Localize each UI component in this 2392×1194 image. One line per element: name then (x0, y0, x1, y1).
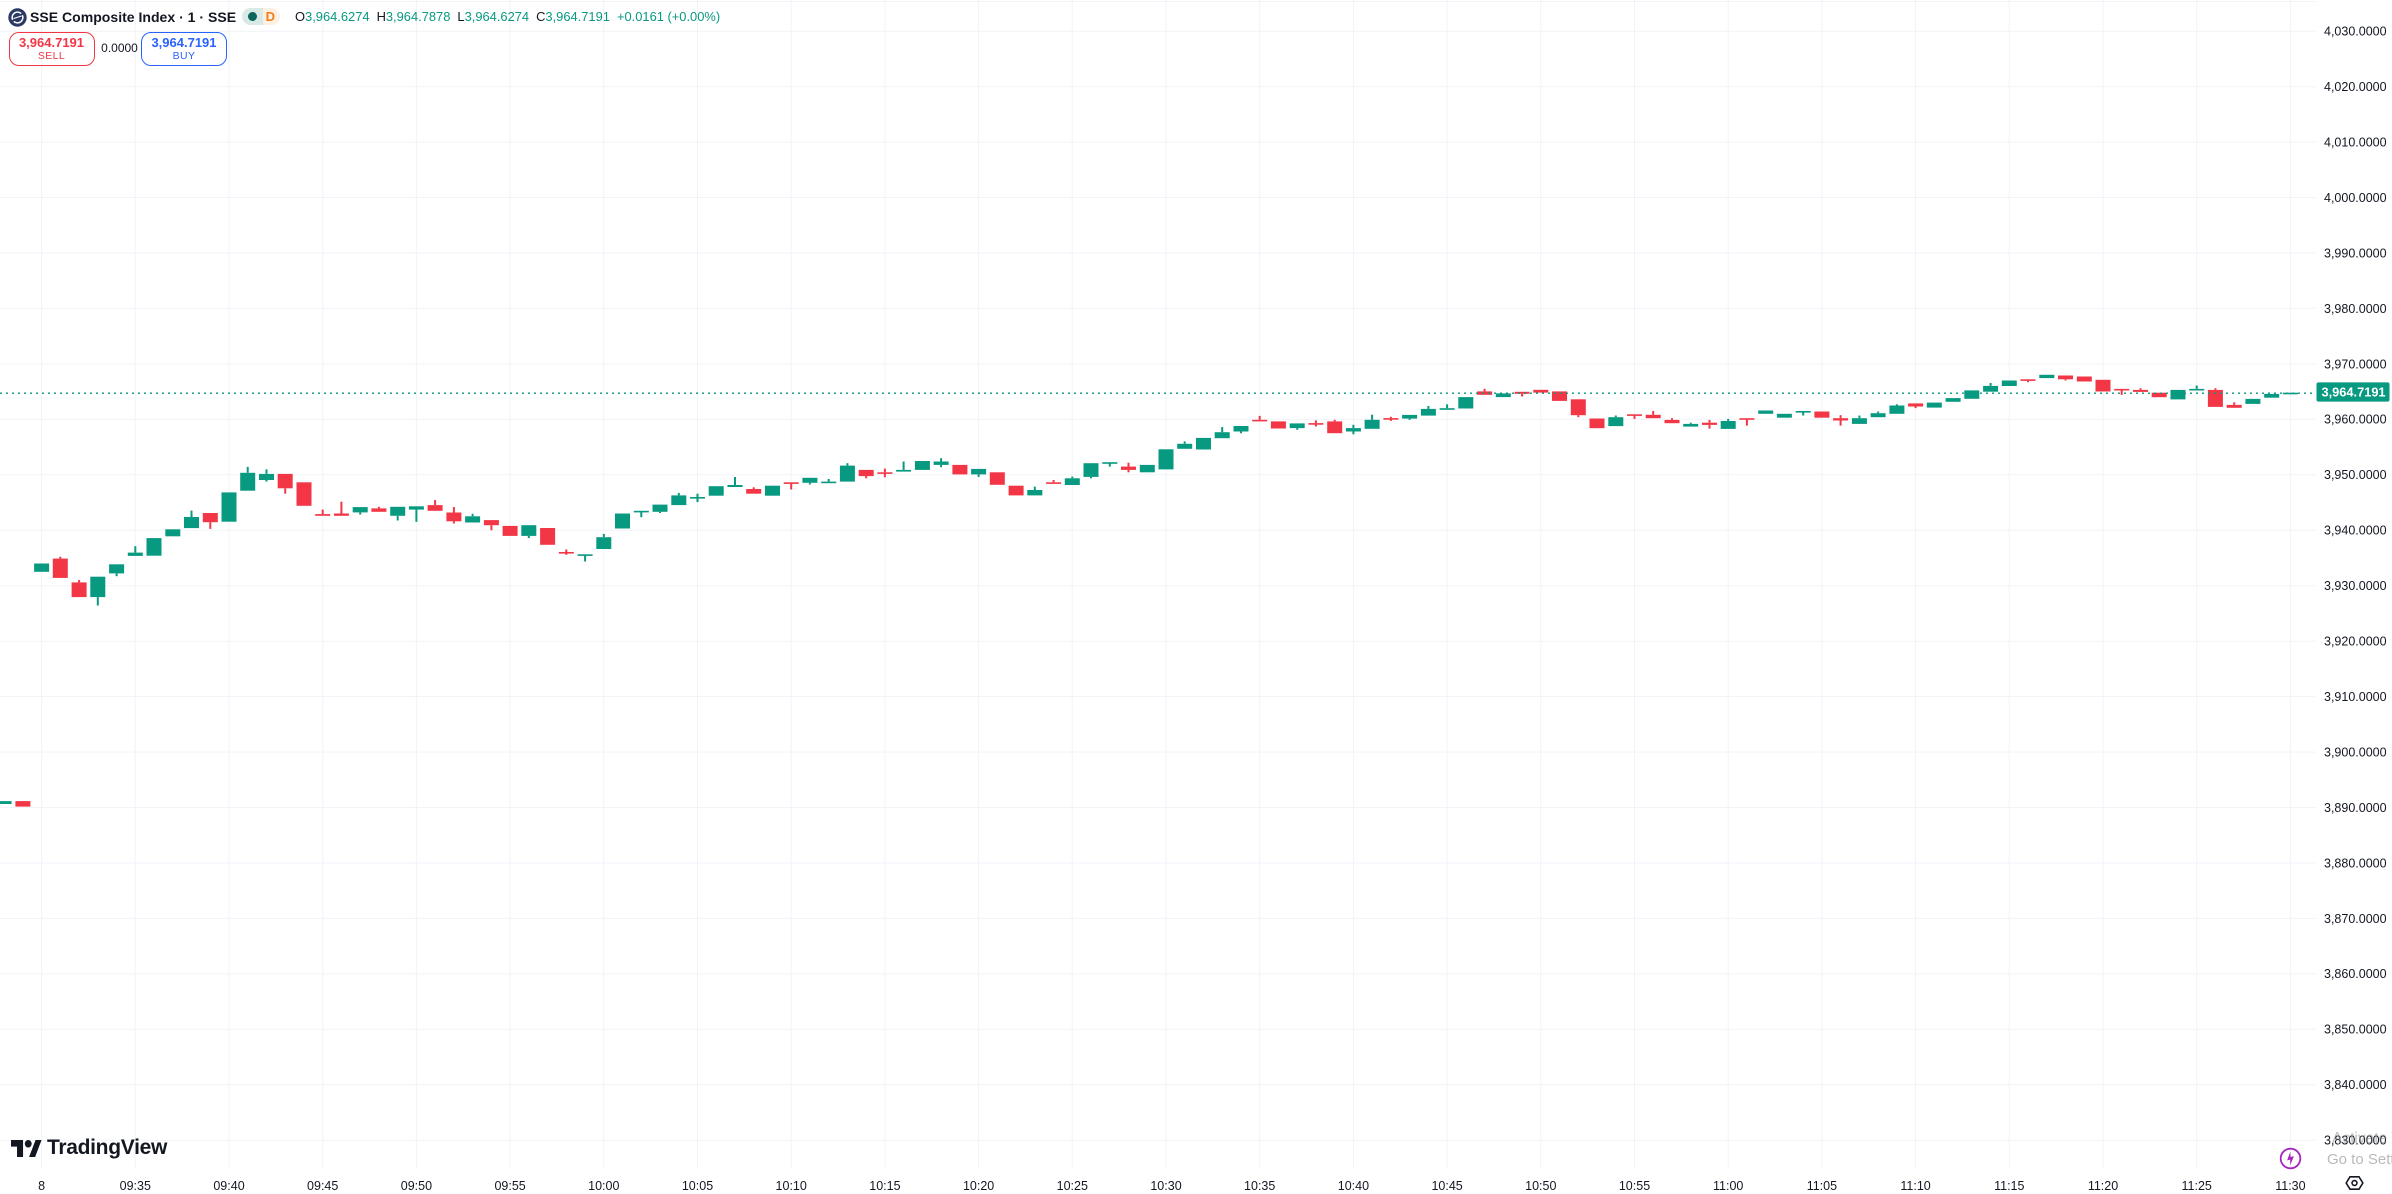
svg-text:3,870.0000: 3,870.0000 (2324, 912, 2387, 926)
svg-text:10:35: 10:35 (1244, 1179, 1275, 1193)
svg-text:3,900.0000: 3,900.0000 (2324, 746, 2387, 760)
svg-text:3,940.0000: 3,940.0000 (2324, 524, 2387, 538)
svg-text:10:45: 10:45 (1431, 1179, 1462, 1193)
svg-text:4,020.0000: 4,020.0000 (2324, 80, 2387, 94)
svg-text:3,950.0000: 3,950.0000 (2324, 468, 2387, 482)
svg-text:11:15: 11:15 (1994, 1179, 2024, 1193)
svg-text:09:45: 09:45 (307, 1179, 338, 1193)
svg-text:4,010.0000: 4,010.0000 (2324, 136, 2387, 150)
svg-text:4,030.0000: 4,030.0000 (2324, 25, 2387, 39)
svg-text:11:05: 11:05 (1807, 1179, 1837, 1193)
svg-text:11:00: 11:00 (1713, 1179, 1743, 1193)
svg-text:10:25: 10:25 (1057, 1179, 1088, 1193)
svg-text:3,840.0000: 3,840.0000 (2324, 1078, 2387, 1092)
svg-text:3,910.0000: 3,910.0000 (2324, 690, 2387, 704)
svg-text:3,880.0000: 3,880.0000 (2324, 856, 2387, 870)
svg-text:11:10: 11:10 (1900, 1179, 1930, 1193)
svg-text:3,990.0000: 3,990.0000 (2324, 246, 2387, 260)
svg-text:3,960.0000: 3,960.0000 (2324, 413, 2387, 427)
svg-text:10:05: 10:05 (682, 1179, 713, 1193)
svg-text:3,980.0000: 3,980.0000 (2324, 302, 2387, 316)
svg-text:10:50: 10:50 (1525, 1179, 1556, 1193)
svg-text:3,920.0000: 3,920.0000 (2324, 635, 2387, 649)
svg-text:11:30: 11:30 (2275, 1179, 2305, 1193)
svg-text:09:35: 09:35 (120, 1179, 151, 1193)
svg-text:10:40: 10:40 (1338, 1179, 1369, 1193)
svg-text:09:50: 09:50 (401, 1179, 432, 1193)
svg-text:10:55: 10:55 (1619, 1179, 1650, 1193)
svg-text:8: 8 (38, 1179, 45, 1193)
svg-text:4,000.0000: 4,000.0000 (2324, 191, 2387, 205)
svg-text:11:25: 11:25 (2182, 1179, 2212, 1193)
svg-text:11:20: 11:20 (2088, 1179, 2118, 1193)
svg-text:3,964.7191: 3,964.7191 (2322, 385, 2386, 400)
svg-text:3,930.0000: 3,930.0000 (2324, 579, 2387, 593)
svg-text:10:15: 10:15 (869, 1179, 900, 1193)
svg-text:09:40: 09:40 (213, 1179, 244, 1193)
svg-text:10:10: 10:10 (776, 1179, 807, 1193)
svg-text:10:20: 10:20 (963, 1179, 994, 1193)
svg-text:10:00: 10:00 (588, 1179, 619, 1193)
svg-text:3,830.0000: 3,830.0000 (2324, 1134, 2387, 1148)
svg-text:3,890.0000: 3,890.0000 (2324, 801, 2387, 815)
svg-text:3,860.0000: 3,860.0000 (2324, 967, 2387, 981)
svg-text:10:30: 10:30 (1150, 1179, 1181, 1193)
svg-text:3,850.0000: 3,850.0000 (2324, 1023, 2387, 1037)
svg-text:3,970.0000: 3,970.0000 (2324, 357, 2387, 371)
svg-text:09:55: 09:55 (494, 1179, 525, 1193)
